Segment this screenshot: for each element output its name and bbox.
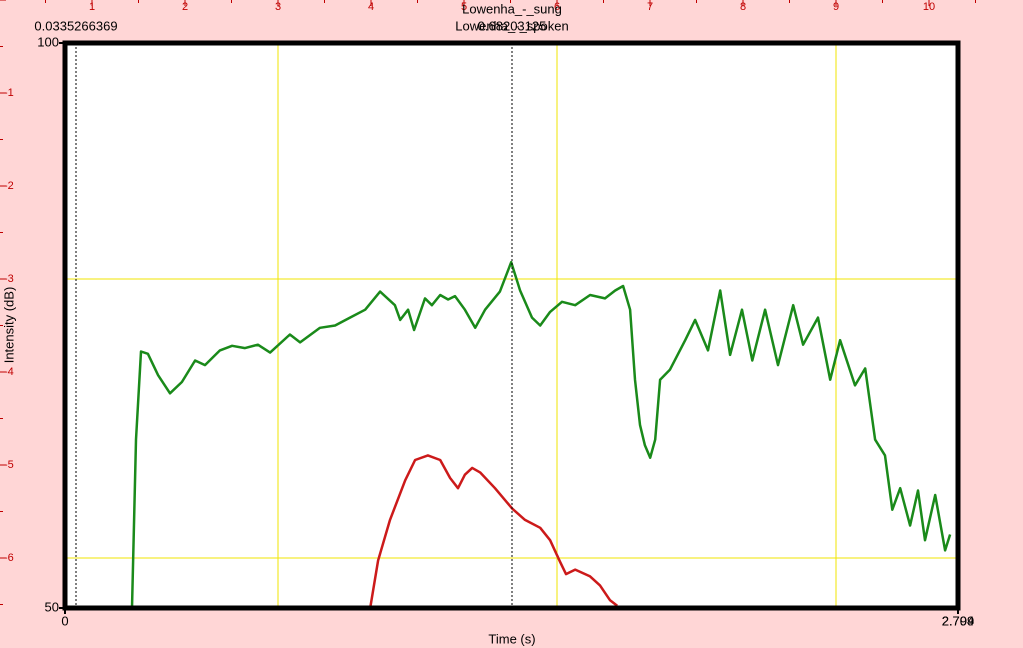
x-axis-label: Time (s) <box>488 631 535 646</box>
ruler-label: 2 <box>182 1 188 13</box>
y-axis-label: Intensity (dB) <box>1 287 16 364</box>
ruler-label: -6 <box>4 552 14 564</box>
ruler-label: 3 <box>275 1 281 13</box>
plot-frame <box>62 40 961 611</box>
ruler-label: 4 <box>368 1 374 13</box>
ruler-label: 6 <box>554 1 560 13</box>
intensity-curve <box>368 454 618 609</box>
x-tick-label: 0 <box>61 613 68 628</box>
ruler-label: 10 <box>923 1 935 13</box>
series-title: Lowenha_-_spoken <box>455 18 568 33</box>
ruler-label: 9 <box>833 1 839 13</box>
x-tick-label: 2.704 <box>942 613 975 628</box>
ruler-label: -4 <box>4 366 14 378</box>
ruler-label: 5 <box>461 1 467 13</box>
series-title: Lowenha_-_sung <box>462 1 562 16</box>
ruler: 1 2 3 4 5 6 7 8 9 10 -1 -2 -3 -4 -5 -6 <box>0 0 976 605</box>
x-end-label: 2.799 <box>942 613 975 628</box>
y-tick-label: 50 <box>45 599 59 614</box>
ruler-label: 1 <box>89 1 95 13</box>
ruler-label: 7 <box>647 1 653 13</box>
ruler-label: -3 <box>4 273 14 285</box>
ruler-label: -2 <box>4 180 14 192</box>
cursor-label: 0.68203125 <box>478 18 547 33</box>
intensity-curve <box>130 260 952 609</box>
y-tick-label: 100 <box>37 34 59 49</box>
ruler-label: 8 <box>740 1 746 13</box>
plot <box>65 43 958 609</box>
cursor-label: 0.0335266369 <box>34 18 117 33</box>
ruler-label: -1 <box>4 87 14 99</box>
plot-area <box>65 43 958 608</box>
ruler-label: -5 <box>4 459 14 471</box>
